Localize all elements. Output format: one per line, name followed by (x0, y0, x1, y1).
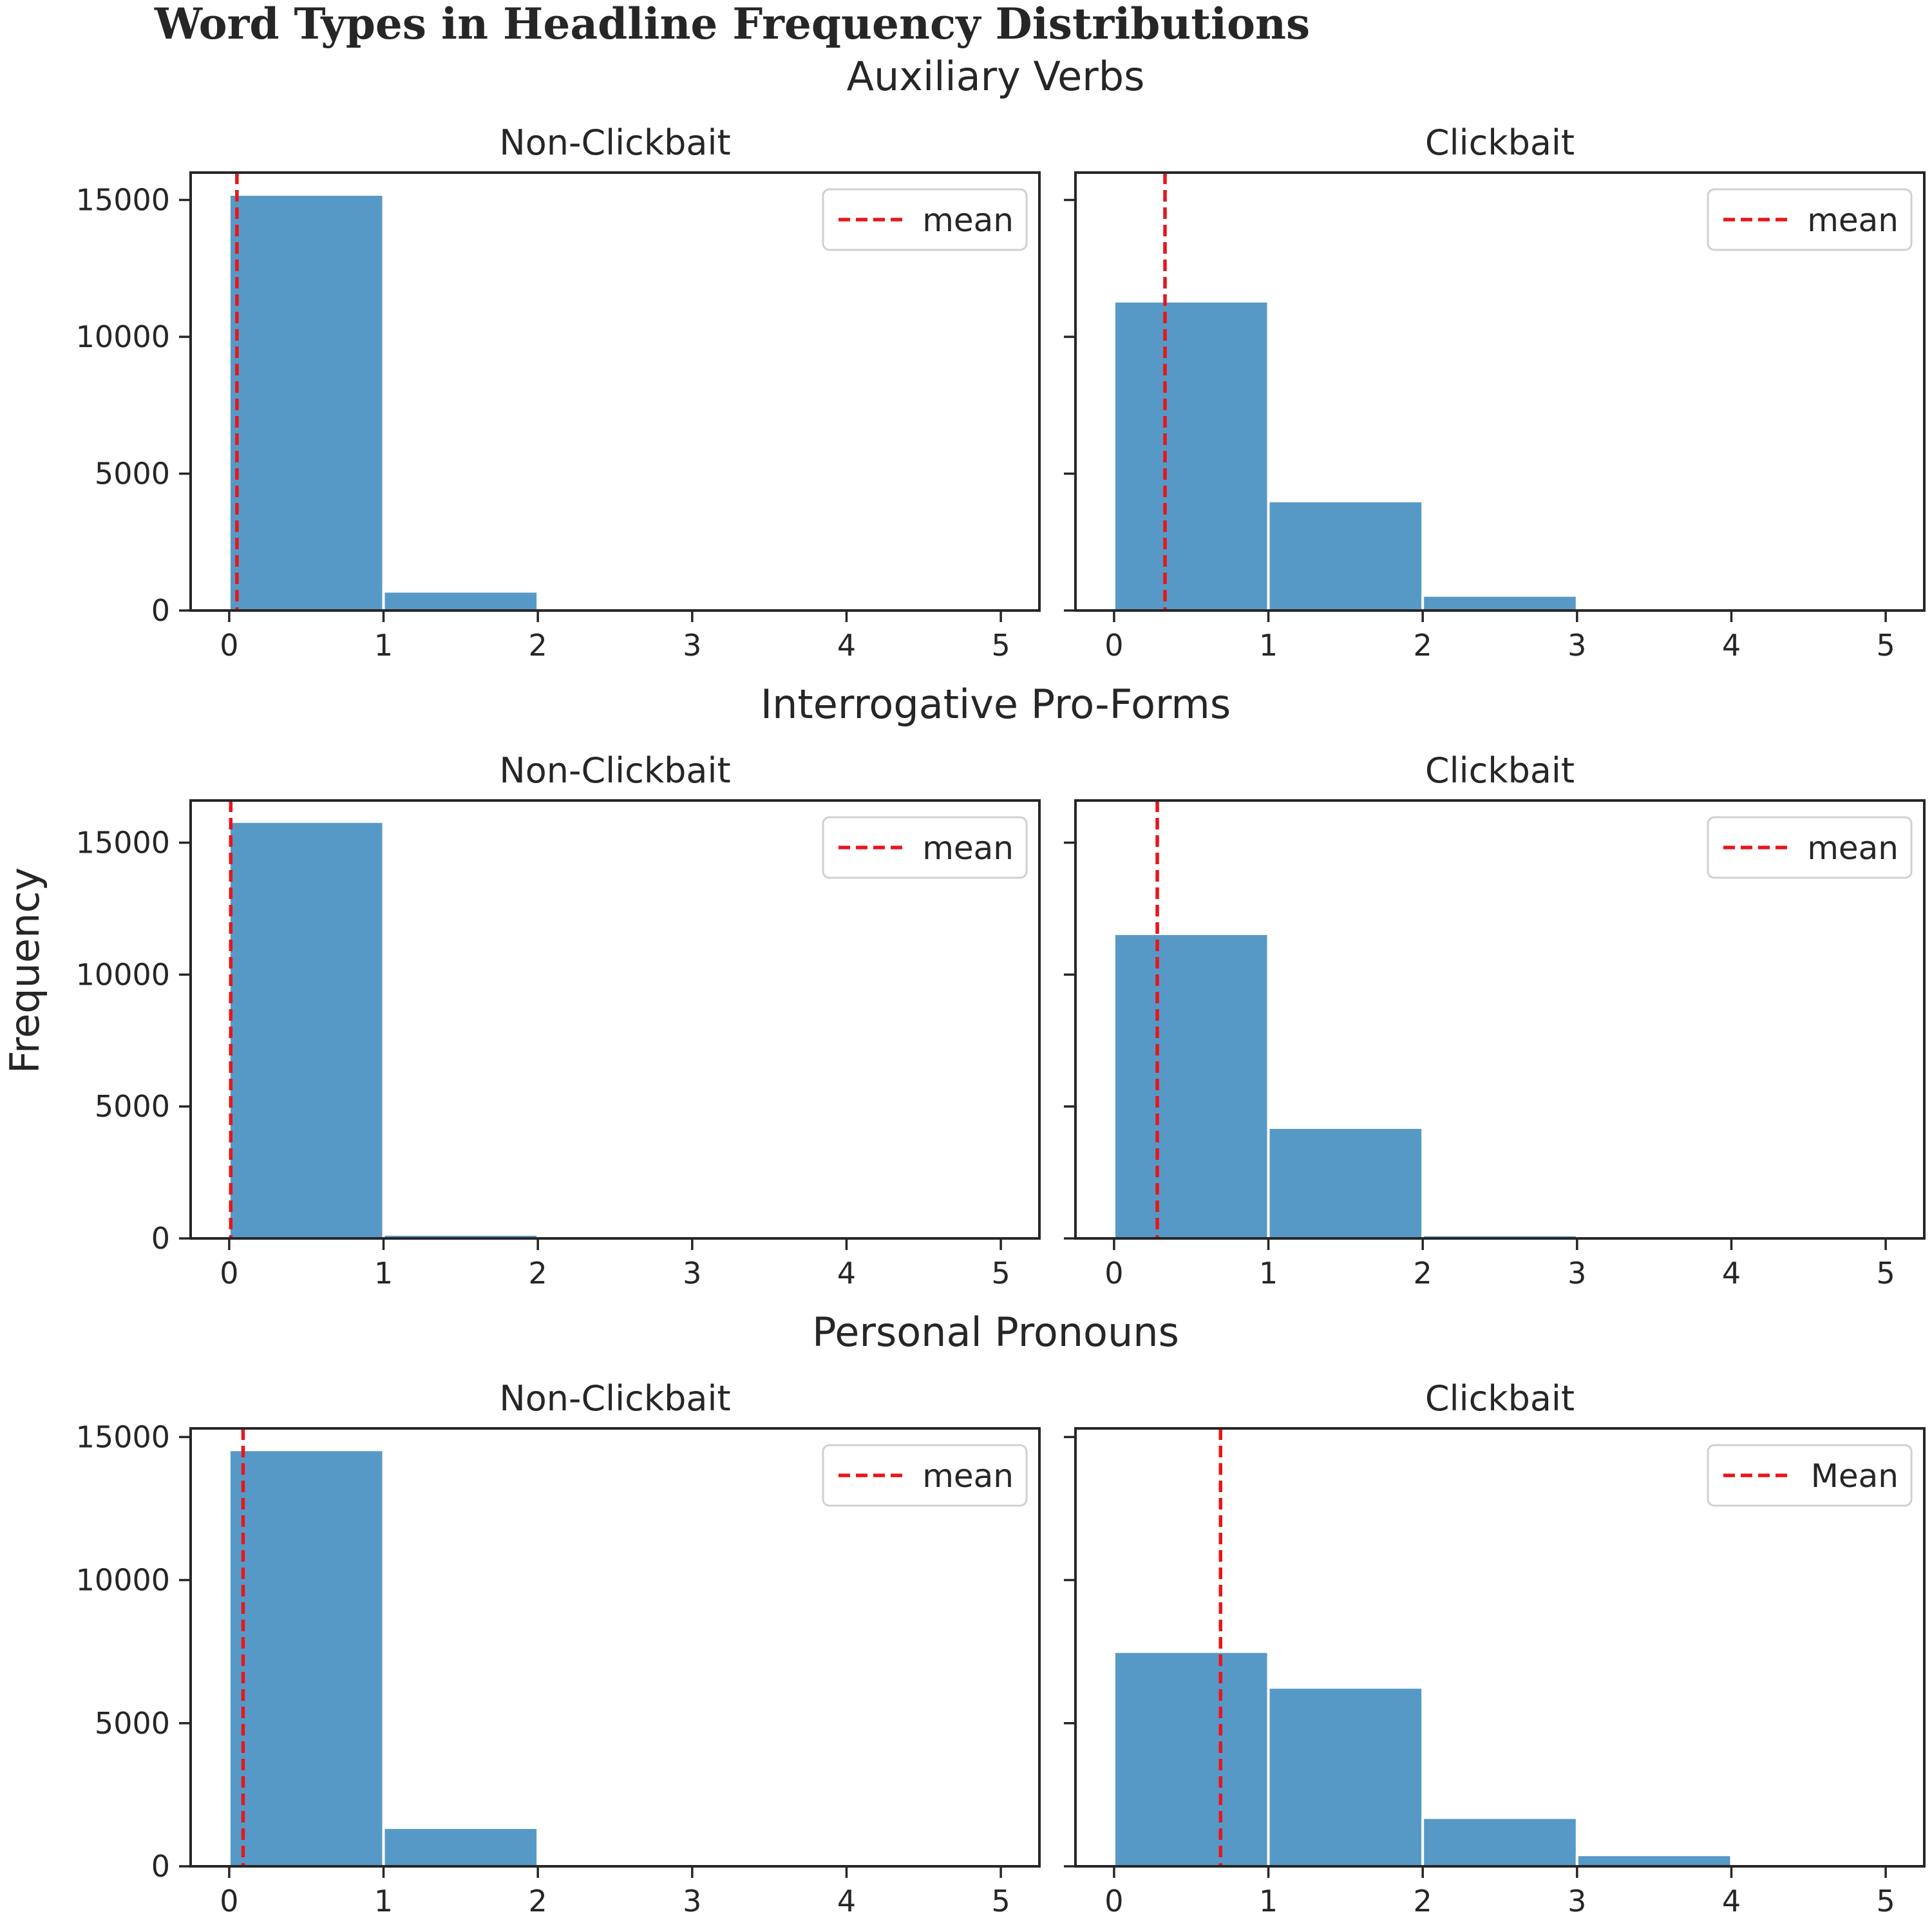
histogram-panel: Auxiliary Verbs Non-Clickbait 0 1 2 3 4 5 0 5000 1… (76, 53, 1145, 663)
x-tick-label: 4 (837, 1256, 856, 1291)
x-tick-label: 0 (220, 1884, 238, 1918)
histogram-bar (382, 590, 540, 612)
x-tick-label: 2 (529, 1884, 547, 1918)
y-tick-label: 0 (151, 1849, 170, 1884)
histogram-bar (1267, 1686, 1425, 1868)
x-tick-label: 3 (683, 1884, 701, 1918)
axes-frame (1074, 799, 1926, 1240)
y-tick-label: 10000 (76, 1563, 170, 1598)
x-tick-label: 1 (1259, 1884, 1278, 1918)
histogram-panel: Clickbait 0 1 2 3 4 5 Mean (1064, 1378, 1926, 1918)
histogram-panel: Interrogative Pro-Forms Non-Clickbait 0 1 2 3… (76, 681, 1231, 1291)
histogram-bar (1267, 1126, 1425, 1240)
x-tick-label: 3 (1567, 1884, 1586, 1918)
histogram-bar (227, 1448, 385, 1868)
x-tick-label: 5 (991, 1884, 1010, 1918)
legend-label: mean (1807, 202, 1899, 239)
y-tick-label: 5000 (95, 1089, 170, 1124)
y-tick-label: 5000 (95, 1706, 170, 1741)
x-tick-label: 4 (1722, 1256, 1741, 1291)
y-tick-label: 10000 (76, 957, 170, 992)
x-tick-label: 4 (837, 1884, 856, 1918)
row-title: Auxiliary Verbs (847, 53, 1145, 100)
y-tick-label: 15000 (76, 183, 170, 218)
legend-label: mean (1807, 829, 1899, 867)
x-tick-label: 0 (1104, 1884, 1123, 1918)
x-tick-label: 2 (1414, 1884, 1432, 1918)
x-tick-label: 2 (529, 1256, 547, 1291)
panel-title: Non-Clickbait (499, 122, 730, 163)
histogram-bar (382, 1826, 540, 1868)
axes-frame (189, 799, 1041, 1240)
histogram-bar (227, 820, 385, 1240)
legend-box (822, 188, 1028, 251)
x-tick-label: 1 (1259, 1256, 1278, 1291)
x-tick-label: 5 (1876, 628, 1895, 663)
panel-title: Clickbait (1425, 1378, 1575, 1419)
x-tick-label: 3 (1567, 628, 1586, 663)
x-tick-label: 3 (1567, 1256, 1586, 1291)
axes-frame (189, 1427, 1041, 1868)
histogram-panel: Clickbait 0 1 2 3 4 5 mean (1064, 750, 1926, 1291)
x-tick-label: 1 (1259, 628, 1278, 663)
x-tick-label: 5 (991, 1256, 1010, 1291)
x-tick-label: 3 (683, 628, 701, 663)
histogram-bar (1575, 1853, 1733, 1868)
legend-label: mean (922, 202, 1014, 239)
axes-frame (189, 171, 1041, 612)
x-tick-label: 1 (374, 1884, 393, 1918)
figure-title: Word Types in Headline Frequency Distrib… (154, 0, 1310, 49)
panel-title: Clickbait (1425, 122, 1575, 163)
legend-box (1707, 188, 1913, 251)
x-tick-label: 0 (1104, 1256, 1123, 1291)
histogram-bar (1112, 932, 1270, 1240)
histogram-panel: Personal Pronouns Non-Clickbait 0 1 2 3 4 5 0 500… (76, 1309, 1179, 1918)
histogram-bar (1112, 1650, 1270, 1868)
y-tick-label: 0 (151, 593, 170, 628)
x-tick-label: 0 (220, 628, 238, 663)
panel-title: Non-Clickbait (499, 1378, 730, 1419)
x-tick-label: 1 (374, 628, 393, 663)
axes-frame (1074, 1427, 1926, 1868)
panel-title: Non-Clickbait (499, 750, 730, 791)
x-tick-label: 1 (374, 1256, 393, 1291)
y-axis-label: Frequency (1, 867, 48, 1074)
legend-box (1707, 816, 1913, 879)
y-tick-label: 15000 (76, 826, 170, 860)
legend-box (1707, 1444, 1913, 1507)
x-tick-label: 2 (1414, 1256, 1432, 1291)
x-tick-label: 5 (991, 628, 1010, 663)
y-tick-label: 10000 (76, 319, 170, 354)
x-tick-label: 4 (1722, 628, 1741, 663)
row-title: Interrogative Pro-Forms (761, 681, 1231, 728)
y-tick-label: 0 (151, 1221, 170, 1256)
x-tick-label: 3 (683, 1256, 701, 1291)
x-tick-label: 0 (1104, 628, 1123, 663)
legend-box (822, 816, 1028, 879)
legend-label: mean (922, 829, 1014, 867)
histogram-bar (1112, 299, 1270, 612)
histogram-bar (1421, 594, 1578, 612)
histogram-panel: Clickbait 0 1 2 3 4 5 mean (1064, 122, 1926, 663)
row-title: Personal Pronouns (812, 1309, 1179, 1356)
panel-title: Clickbait (1425, 750, 1575, 791)
legend-box (822, 1444, 1028, 1507)
y-tick-label: 5000 (95, 457, 170, 491)
x-tick-label: 4 (1722, 1884, 1741, 1918)
legend-label: mean (922, 1457, 1014, 1495)
y-tick-label: 15000 (76, 1419, 170, 1454)
x-tick-label: 2 (1414, 628, 1432, 663)
x-tick-label: 5 (1876, 1256, 1895, 1291)
x-tick-label: 5 (1876, 1884, 1895, 1918)
x-tick-label: 0 (220, 1256, 238, 1291)
histogram-bar (227, 193, 385, 612)
x-tick-label: 4 (837, 628, 856, 663)
histogram-bar (1267, 500, 1425, 612)
x-tick-label: 2 (529, 628, 547, 663)
legend-label: Mean (1811, 1457, 1899, 1495)
histogram-bar (1421, 1816, 1578, 1868)
axes-frame (1074, 171, 1926, 612)
